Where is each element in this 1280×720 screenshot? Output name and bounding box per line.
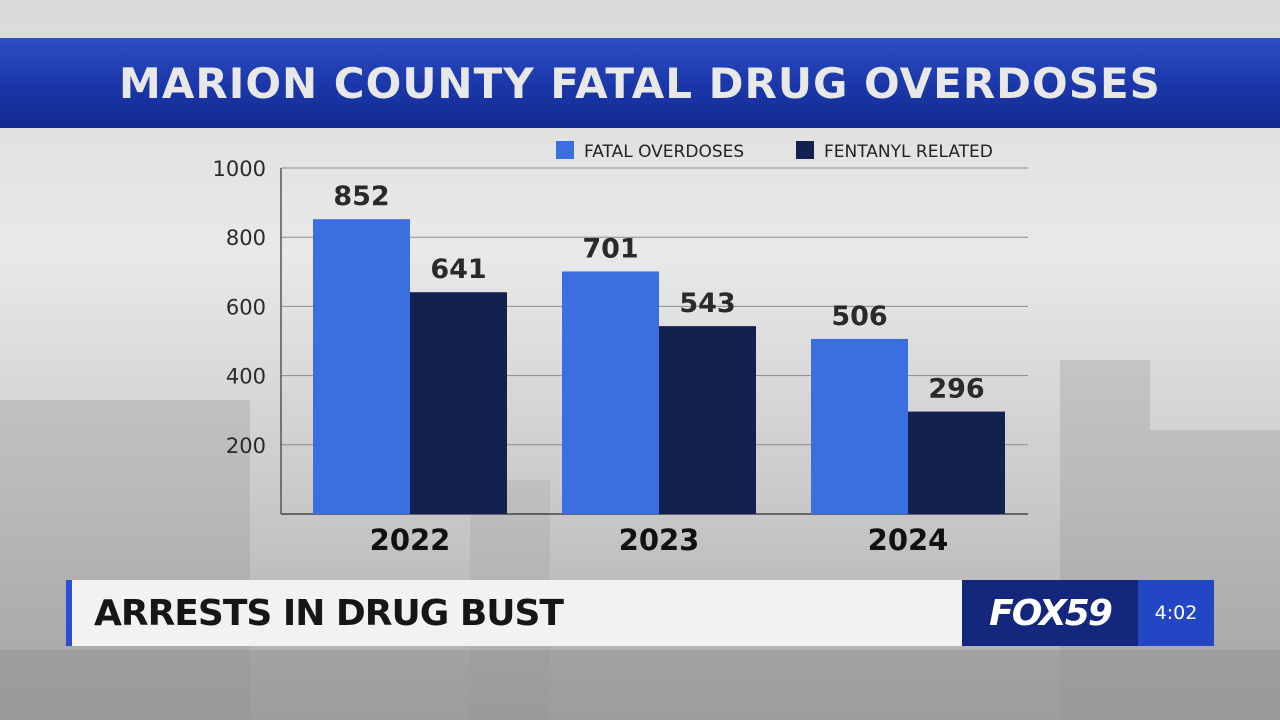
x-tick-label: 2024 — [868, 523, 949, 557]
y-tick-label: 1000 — [213, 157, 266, 181]
background-building-left — [0, 400, 250, 720]
x-tick-label: 2023 — [619, 523, 700, 557]
legend-label: FATAL OVERDOSES — [584, 142, 744, 162]
data-label: 543 — [679, 288, 735, 319]
headline-text: ARRESTS IN DRUG BUST — [94, 592, 564, 634]
station-logo: FOX59 — [962, 580, 1138, 646]
data-label: 641 — [430, 254, 486, 285]
bar-fentanyl-related — [410, 292, 507, 514]
bar-fatal-overdoses — [562, 271, 659, 514]
title-banner: MARION COUNTY FATAL DRUG OVERDOSES — [0, 38, 1280, 128]
bar-fentanyl-related — [908, 411, 1005, 514]
bar-fatal-overdoses — [313, 219, 410, 514]
clock: 4:02 — [1138, 580, 1214, 646]
data-label: 296 — [928, 374, 984, 405]
background-plaza — [0, 650, 1280, 720]
chart-title: MARION COUNTY FATAL DRUG OVERDOSES — [119, 58, 1161, 108]
y-tick-label: 800 — [226, 226, 266, 250]
background-building-right — [1150, 430, 1280, 720]
lower-third-banner: ARRESTS IN DRUG BUST — [66, 580, 962, 646]
y-tick-label: 600 — [226, 295, 266, 319]
data-label: 701 — [582, 233, 638, 264]
legend-swatch-fentanyl-related — [796, 141, 814, 159]
y-tick-label: 200 — [226, 434, 266, 458]
background-tower-right — [1060, 360, 1150, 720]
bar-fatal-overdoses — [811, 338, 908, 514]
legend-label: FENTANYL RELATED — [824, 142, 993, 162]
clock-time: 4:02 — [1154, 602, 1198, 624]
y-tick-label: 400 — [226, 365, 266, 389]
bar-fentanyl-related — [659, 326, 756, 514]
x-tick-label: 2022 — [370, 523, 451, 557]
station-logo-text: FOX59 — [989, 592, 1113, 634]
legend-swatch-fatal-overdoses — [556, 141, 574, 159]
data-label: 506 — [831, 301, 887, 332]
data-label: 852 — [333, 181, 389, 212]
